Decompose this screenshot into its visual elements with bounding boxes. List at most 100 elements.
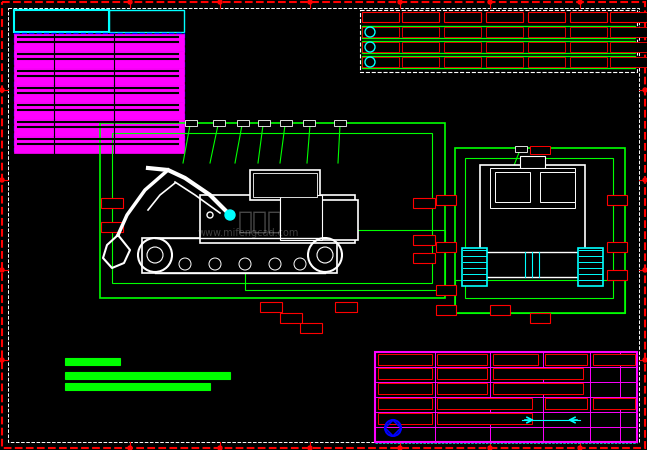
Bar <box>607 195 627 205</box>
Bar <box>570 57 607 67</box>
Bar <box>462 248 487 286</box>
Bar <box>413 253 435 263</box>
Bar <box>250 170 320 200</box>
Bar <box>520 156 545 168</box>
Bar <box>528 42 565 52</box>
Bar <box>258 120 270 126</box>
Bar <box>360 10 637 72</box>
Bar <box>530 146 550 154</box>
Bar <box>578 248 603 286</box>
Bar <box>14 136 184 153</box>
Bar <box>335 302 357 312</box>
Bar <box>413 198 435 208</box>
Bar <box>101 198 123 208</box>
Circle shape <box>128 0 132 4</box>
Bar <box>515 146 527 152</box>
Bar <box>101 222 123 232</box>
Circle shape <box>0 178 4 182</box>
Bar <box>486 27 523 37</box>
Circle shape <box>0 268 4 272</box>
Bar <box>378 368 432 379</box>
Circle shape <box>643 268 647 272</box>
Circle shape <box>308 0 312 4</box>
Bar <box>334 120 346 126</box>
Bar <box>495 172 530 202</box>
Bar <box>378 398 432 409</box>
Bar <box>455 280 625 313</box>
Bar <box>362 26 635 38</box>
Bar <box>375 352 637 442</box>
Bar <box>570 42 607 52</box>
Bar <box>437 354 487 365</box>
Bar <box>444 57 481 67</box>
Bar <box>530 313 550 323</box>
Circle shape <box>0 88 4 92</box>
Bar <box>260 302 282 312</box>
Bar <box>493 354 538 365</box>
Bar <box>493 368 583 379</box>
Bar <box>402 57 439 67</box>
Bar <box>455 148 625 313</box>
Bar <box>14 119 184 136</box>
Bar <box>545 354 587 365</box>
Circle shape <box>578 446 582 450</box>
Bar <box>528 12 565 22</box>
Bar <box>65 358 120 365</box>
Bar <box>437 368 487 379</box>
Bar <box>303 120 315 126</box>
Bar <box>610 12 647 22</box>
Bar <box>610 57 647 67</box>
Bar <box>362 41 635 53</box>
Bar <box>570 27 607 37</box>
Bar <box>362 27 399 37</box>
Bar <box>480 165 585 255</box>
Text: 沐风网: 沐风网 <box>237 210 283 234</box>
Bar <box>593 398 635 409</box>
Bar <box>185 120 197 126</box>
Circle shape <box>225 210 235 220</box>
Bar <box>362 12 399 22</box>
Circle shape <box>488 0 492 4</box>
Bar <box>14 51 184 68</box>
Circle shape <box>128 446 132 450</box>
Bar <box>200 195 355 243</box>
Bar <box>245 230 445 290</box>
Circle shape <box>398 0 402 4</box>
Bar <box>528 57 565 67</box>
Circle shape <box>308 446 312 450</box>
Bar <box>14 33 184 151</box>
Bar <box>280 195 322 240</box>
Bar <box>100 123 445 298</box>
Bar <box>486 57 523 67</box>
Bar <box>362 56 635 68</box>
Circle shape <box>398 446 402 450</box>
Bar <box>142 238 337 273</box>
Bar <box>475 252 590 277</box>
Circle shape <box>218 0 222 4</box>
Circle shape <box>643 88 647 92</box>
Bar <box>436 285 456 295</box>
Bar <box>444 12 481 22</box>
Bar <box>437 383 487 394</box>
Bar <box>402 12 439 22</box>
Bar <box>300 323 322 333</box>
Bar <box>593 354 635 365</box>
Bar <box>607 270 627 280</box>
Bar <box>436 305 456 315</box>
Bar <box>540 172 575 202</box>
Bar <box>402 27 439 37</box>
Bar <box>486 42 523 52</box>
Bar <box>607 242 627 252</box>
Bar <box>14 34 184 51</box>
Bar <box>490 305 510 315</box>
Bar <box>65 372 230 379</box>
Bar <box>436 242 456 252</box>
Bar <box>437 398 532 409</box>
Bar <box>545 398 587 409</box>
Bar <box>14 68 184 85</box>
Bar <box>413 235 435 245</box>
Text: www.mifengcad.com: www.mifengcad.com <box>197 228 299 238</box>
Bar <box>610 27 647 37</box>
Bar <box>465 158 613 298</box>
Bar <box>14 10 109 32</box>
